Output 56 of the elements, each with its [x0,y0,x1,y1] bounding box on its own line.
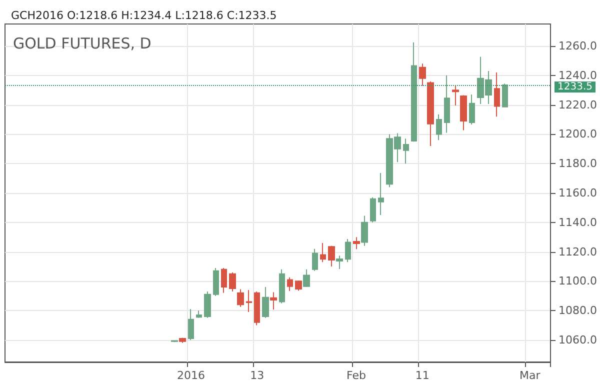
candlestick [452,85,459,106]
y-tick-label: 1240.0 [558,68,598,82]
y-tick-label: 1080.0 [558,304,598,318]
candlestick [246,289,252,313]
candlestick [171,340,178,343]
chart-subtitle: GCH2016 O:1218.6 H:1234.4 L:1218.6 C:1233.5 [11,9,277,22]
candlestick [221,267,227,294]
ref-line-label: 1233.5 [558,81,593,92]
y-tick-label: 1200.0 [558,128,598,141]
candlestick [196,310,202,318]
candlestick [436,114,442,141]
candlestick [378,172,384,216]
candlestick [254,290,260,326]
candlestick [469,94,475,126]
candlestick [213,267,219,296]
candlestick [204,290,211,318]
y-tick-label: 1180.0 [558,157,598,170]
candlestick [444,74,450,134]
candlestick [403,138,409,164]
x-tick-label: Feb [346,369,366,382]
candlestick [270,292,277,310]
x-tick-label: 11 [415,369,430,382]
x-tick-label: 13 [250,369,264,382]
candlestick [494,72,500,118]
candlestick [237,288,244,308]
candlestick [345,238,351,263]
candlestick [328,245,335,267]
y-tick-label: 1160.0 [558,186,598,200]
candlestick [427,80,434,146]
candlestick [336,255,343,270]
x-tick-label: 2016 [176,369,205,382]
candlestick [320,242,326,263]
candlestick [361,215,368,246]
text: GOLD FUTURES, D [13,34,152,52]
y-tick-label: 1060.0 [558,333,598,346]
candlestick [460,94,467,131]
y-tick-label: 1100.0 [558,274,598,288]
candlestick [353,236,360,250]
y-tick-label: 1120.0 [558,245,598,258]
candlestick [370,196,376,223]
candlestick [419,63,426,86]
candlestick [279,268,285,304]
y-tick-label: 1140.0 [558,216,598,229]
y-tick-label: 1220.0 [558,98,598,112]
candlestick [188,308,194,340]
y-tick-label: 1260.0 [558,40,598,53]
candlestick [411,42,417,142]
candlestick [179,337,186,344]
candlestick [262,286,269,318]
candlestick [303,268,310,288]
candlestick [287,276,293,292]
candlestick [295,280,302,292]
candlestick [229,272,236,292]
candlestick [312,248,318,272]
candlestick [502,83,508,108]
x-tick-label: Mar [519,369,541,382]
